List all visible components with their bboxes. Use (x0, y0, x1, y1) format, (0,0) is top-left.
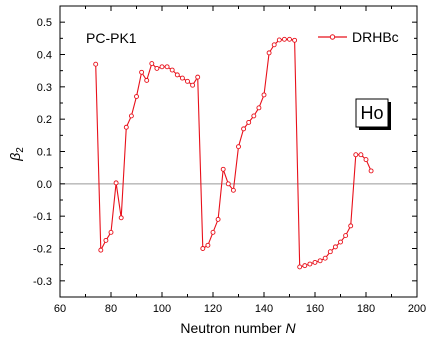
x-axis-title: Neutron number N (180, 320, 296, 336)
data-point (215, 216, 221, 222)
data-point (225, 181, 231, 187)
data-point (179, 75, 185, 81)
element-box: Ho (355, 98, 391, 130)
data-point (205, 242, 211, 248)
x-tick-label: 60 (54, 303, 66, 315)
data-point (281, 36, 287, 42)
data-point (113, 180, 119, 186)
x-tick-label: 200 (408, 303, 426, 315)
data-point (368, 168, 374, 174)
model-annotation: PC-PK1 (86, 30, 137, 46)
data-point (251, 113, 257, 119)
y-tick-label: -0.1 (33, 211, 52, 223)
data-point (312, 259, 318, 265)
data-point (307, 261, 313, 267)
y-tick-label: -0.2 (33, 244, 52, 256)
data-point (261, 92, 267, 98)
data-point (287, 36, 292, 42)
data-point (327, 249, 333, 255)
data-point (210, 229, 216, 235)
data-point (185, 78, 190, 84)
data-point (338, 239, 343, 245)
y-axis-title: β2 (7, 147, 26, 162)
x-tick-label: 160 (306, 303, 324, 315)
data-point (128, 113, 134, 119)
data-point (332, 244, 338, 250)
y-tick-label: 0.2 (37, 114, 52, 126)
data-point (271, 42, 277, 48)
data-point (230, 187, 236, 193)
data-point (134, 94, 139, 99)
data-point (98, 247, 104, 253)
y-tick-label: -0.3 (33, 276, 52, 288)
x-axis-title-text: Neutron number (180, 320, 282, 336)
y-tick-label: 0.0 (37, 179, 52, 191)
element-box-frame (355, 98, 389, 128)
x-tick-label: 120 (204, 303, 222, 315)
y-tick-label: 0.1 (37, 147, 52, 159)
data-point (144, 77, 150, 83)
data-point (358, 152, 364, 158)
element-label: Ho (360, 103, 383, 123)
data-point (343, 233, 349, 239)
data-point (195, 74, 201, 80)
plot-area (59, 5, 418, 298)
legend: DRHBc (318, 29, 399, 45)
data-point (241, 126, 247, 132)
data-point (123, 124, 129, 130)
data-point (292, 37, 298, 43)
data-point (93, 61, 99, 67)
data-point (190, 82, 196, 88)
x-axis-title-symbol: N (285, 320, 296, 336)
legend-label: DRHBc (352, 29, 399, 45)
data-point (154, 65, 160, 71)
data-point (246, 119, 252, 125)
data-point (139, 69, 145, 75)
data-point (164, 64, 170, 70)
data-point (322, 255, 328, 261)
data-point (276, 37, 282, 43)
y-tick-label: 0.4 (37, 50, 52, 62)
x-tick-label: 100 (153, 303, 171, 315)
data-point (103, 237, 109, 243)
data-point (169, 67, 175, 73)
data-point (317, 258, 323, 264)
series-group (93, 36, 374, 270)
data-point (149, 61, 155, 67)
y-axis-title-symbol: β (7, 153, 23, 162)
x-tick-label: 140 (255, 303, 273, 315)
data-point (256, 105, 262, 111)
data-point (118, 215, 124, 221)
y-axis: -0.3 -0.2 -0.1 0.0 0.1 0.2 0.3 0.4 0.5 (33, 5, 417, 298)
data-point (220, 166, 226, 172)
legend-marker (329, 34, 336, 40)
data-point (266, 50, 272, 56)
data-point (174, 72, 180, 78)
data-point (297, 264, 303, 270)
x-axis: 60 80 100 120 140 160 180 200 (54, 6, 426, 315)
y-axis-title-sub: 2 (15, 147, 26, 153)
x-tick-label: 180 (357, 303, 375, 315)
data-point (200, 246, 206, 251)
x-tick-label: 80 (105, 303, 117, 315)
data-point (108, 229, 114, 235)
data-point (353, 152, 359, 158)
data-point (302, 263, 308, 269)
data-point (348, 223, 354, 229)
data-point (363, 157, 369, 163)
y-tick-label: 0.5 (37, 17, 52, 29)
y-tick-label: 0.3 (37, 82, 52, 94)
data-point (236, 144, 241, 150)
data-point (159, 64, 165, 70)
